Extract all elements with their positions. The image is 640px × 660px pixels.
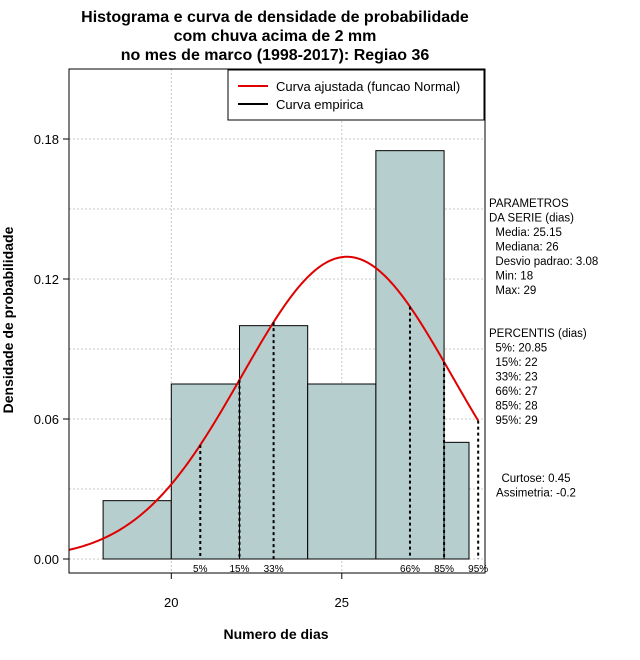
params-line: PARAMETROS bbox=[489, 198, 569, 210]
params-line: Max: 29 bbox=[489, 285, 536, 297]
statistics-panel: PARAMETROS DA SERIE (dias) Media: 25.15 M… bbox=[489, 198, 598, 500]
plot-frame bbox=[68, 68, 486, 574]
title-line-3: no mes de marco (1998-2017): Regiao 36 bbox=[121, 47, 430, 64]
histogram-bar bbox=[102, 500, 172, 560]
legend-label-empirical: Curva empirica bbox=[276, 97, 364, 112]
legend-box bbox=[227, 69, 485, 121]
params-line: Mediana: 26 bbox=[489, 242, 559, 254]
x-tick-label: 25 bbox=[335, 595, 349, 610]
params-line: Min: 18 bbox=[489, 271, 533, 283]
y-axis-label: Densidade de probabilidade bbox=[0, 226, 16, 413]
stats-line: Assimetria: -0.2 bbox=[496, 488, 576, 500]
percentil-line: 5%: 20.85 bbox=[489, 343, 547, 355]
title-line-1: Histograma e curva de densidade de proba… bbox=[81, 9, 469, 26]
stats-line: Curtose: 0.45 bbox=[501, 473, 570, 485]
percentil-line: 95%: 29 bbox=[489, 415, 538, 427]
percentile-lines: 5% 15% 33% 66% 85% 95% bbox=[193, 306, 488, 575]
percentile-label: 66% bbox=[400, 564, 420, 575]
x-axis-label: Numero de dias bbox=[223, 626, 328, 642]
legend-label-fitted: Curva ajustada (funcao Normal) bbox=[276, 79, 460, 94]
percentile-label: 15% bbox=[229, 564, 249, 575]
percentil-line: 15%: 22 bbox=[489, 357, 538, 369]
x-tick-label: 20 bbox=[164, 595, 178, 610]
y-tick-label: 0.18 bbox=[34, 132, 59, 147]
title-line-2: com chuva acima de 2 mm bbox=[174, 28, 377, 45]
percentil-line: 33%: 23 bbox=[489, 372, 538, 384]
percentile-label: 85% bbox=[434, 564, 454, 575]
legend: Curva ajustada (funcao Normal) Curva emp… bbox=[227, 69, 485, 121]
params-line: Desvio padrao: 3.08 bbox=[489, 256, 598, 268]
histogram-bar bbox=[307, 383, 377, 560]
params-line: Media: 25.15 bbox=[489, 227, 562, 239]
percentile-label: 95% bbox=[468, 564, 488, 575]
chart-title: Histograma e curva de densidade de proba… bbox=[81, 9, 469, 64]
percentil-line: 66%: 27 bbox=[489, 386, 538, 398]
histogram-bar bbox=[443, 441, 470, 560]
params-line: DA SERIE (dias) bbox=[489, 213, 574, 225]
y-tick-label: 0.06 bbox=[34, 412, 59, 427]
percentil-line: 85%: 28 bbox=[489, 401, 538, 413]
y-axis: 0.00 0.06 0.12 0.18 bbox=[34, 132, 69, 567]
x-axis: 20 25 bbox=[164, 573, 349, 610]
y-tick-label: 0.12 bbox=[34, 272, 59, 287]
percentile-label: 5% bbox=[193, 564, 208, 575]
percentile-label: 33% bbox=[264, 564, 284, 575]
percentil-line: PERCENTIS (dias) bbox=[489, 328, 587, 340]
y-tick-label: 0.00 bbox=[34, 552, 59, 567]
